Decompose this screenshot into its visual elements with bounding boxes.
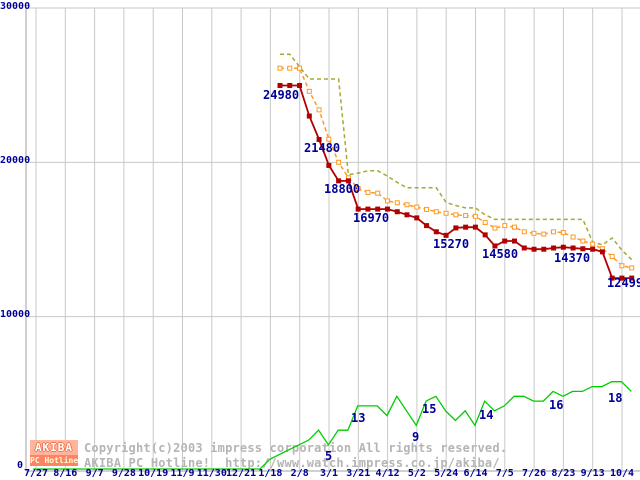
x-tick-label: 5/2: [407, 468, 426, 479]
x-tick-label: 3/1: [319, 468, 339, 479]
x-tick-label: 1/18: [258, 468, 283, 479]
x-tick-label: 9/13: [580, 468, 605, 479]
x-tick-label: 7/5: [495, 468, 514, 479]
x-tick-label: 3/21: [346, 468, 371, 479]
x-tick-label: 8/16: [53, 468, 78, 479]
x-tick-label: 12/21: [226, 468, 257, 479]
logo-akiba-text: AKIBA: [34, 441, 74, 454]
x-tick-label: 7/26: [522, 468, 547, 479]
data-label: 18: [608, 391, 623, 405]
data-label: 14370: [554, 251, 591, 265]
y-tick-label: 30000: [0, 1, 31, 12]
x-tick-label: 10/4: [609, 468, 635, 479]
x-tick-label: 4/12: [375, 468, 400, 479]
copyright-line-1: Copyright(c)2003 impress corporation All…: [84, 441, 508, 455]
x-tick-label: 8/23: [551, 468, 576, 479]
data-label: 9: [412, 430, 420, 444]
data-label: 14: [479, 408, 494, 422]
data-label: 21480: [304, 141, 341, 155]
x-tick-label: 10/19: [138, 468, 169, 479]
y-tick-label: 10000: [0, 309, 31, 320]
data-label: 16: [549, 398, 564, 412]
akiba-pc-hotline-logo: AKIBA PC Hotline!: [30, 440, 78, 466]
x-tick-label: 2/8: [290, 468, 309, 479]
logo-pc-hotline-text: PC Hotline!: [30, 455, 78, 466]
x-tick-label: 11/9: [170, 468, 195, 479]
y-tick-label: 20000: [0, 155, 31, 166]
data-label: 13: [351, 411, 366, 425]
x-tick-label: 9/28: [111, 468, 136, 479]
data-label: 12499: [607, 276, 640, 290]
y-tick-label: 0: [17, 460, 24, 471]
x-tick-label: 9/7: [85, 468, 104, 479]
x-tick-label: 7/27: [23, 468, 49, 479]
data-label: 15270: [433, 237, 470, 251]
data-label: 24980: [263, 88, 300, 102]
data-label: 15: [422, 402, 437, 416]
data-label: 16970: [353, 211, 390, 225]
x-tick-label: 6/14: [463, 468, 488, 479]
x-tick-label: 11/30: [196, 468, 227, 479]
data-label: 18800: [324, 182, 361, 196]
x-tick-label: 5/24: [434, 468, 459, 479]
data-label: 14580: [482, 247, 519, 261]
copyright-line-2: AKIBA PC Hotline! http://www.watch.impre…: [84, 456, 500, 470]
data-label: 5: [325, 449, 333, 463]
